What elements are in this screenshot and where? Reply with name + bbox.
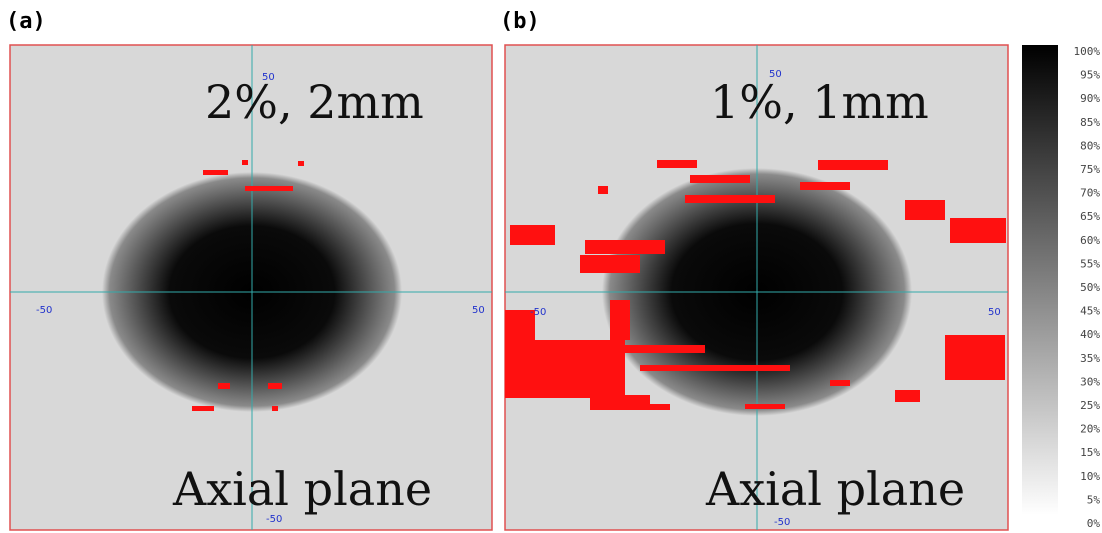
colorbar-label: 15% — [1080, 446, 1100, 459]
colorbar-label: 90% — [1080, 92, 1100, 105]
tick-label: 50 — [769, 69, 782, 80]
colorbar-label: 100% — [1074, 45, 1101, 58]
tick-label: -50 — [530, 307, 546, 318]
plane: Axial plane — [705, 462, 965, 516]
colorbar-label: 0% — [1087, 517, 1101, 530]
gamma-fail — [505, 160, 1006, 410]
colorbar-label: 50% — [1080, 281, 1100, 294]
colorbar-label: 25% — [1080, 399, 1100, 412]
gamma-fail — [192, 160, 304, 411]
colorbar-label: 60% — [1080, 234, 1100, 247]
colorbar-label: 30% — [1080, 375, 1100, 388]
colorbar-label: 10% — [1080, 470, 1100, 483]
dose-map — [9, 44, 493, 531]
tick-label: -50 — [36, 305, 52, 316]
panel-label: (b) — [500, 9, 540, 34]
colorbar-label: 95% — [1080, 69, 1100, 82]
plane: Axial plane — [172, 462, 432, 516]
colorbar-label: 65% — [1080, 210, 1100, 223]
colorbar-label: 75% — [1080, 163, 1100, 176]
tick-label: 50 — [262, 72, 275, 83]
colorbar-label: 40% — [1080, 328, 1100, 341]
colorbar-label: 45% — [1080, 305, 1100, 318]
criterion: 1%, 1mm — [710, 75, 929, 129]
colorbar-label: 70% — [1080, 187, 1100, 200]
colorbar-label: 80% — [1080, 139, 1100, 152]
tick-label: 50 — [988, 307, 1001, 318]
tick-label: 50 — [472, 305, 485, 316]
panel-label: (a) — [6, 9, 46, 34]
colorbar-label: 85% — [1080, 116, 1100, 129]
tick-label: -50 — [266, 514, 282, 525]
colorbar-label: 55% — [1080, 257, 1100, 270]
tick-label: -50 — [774, 517, 790, 528]
colorbar-label: 20% — [1080, 423, 1100, 436]
criterion: 2%, 2mm — [205, 75, 424, 129]
colorbar-label: 35% — [1080, 352, 1100, 365]
colorbar-labels: 100% 95% 90% 85% 80% 75% 70% 65% 60% 55% 50% 45% 40%… — [1074, 45, 1101, 530]
colorbar-label: 5% — [1087, 493, 1101, 506]
colorbar — [1022, 45, 1058, 515]
